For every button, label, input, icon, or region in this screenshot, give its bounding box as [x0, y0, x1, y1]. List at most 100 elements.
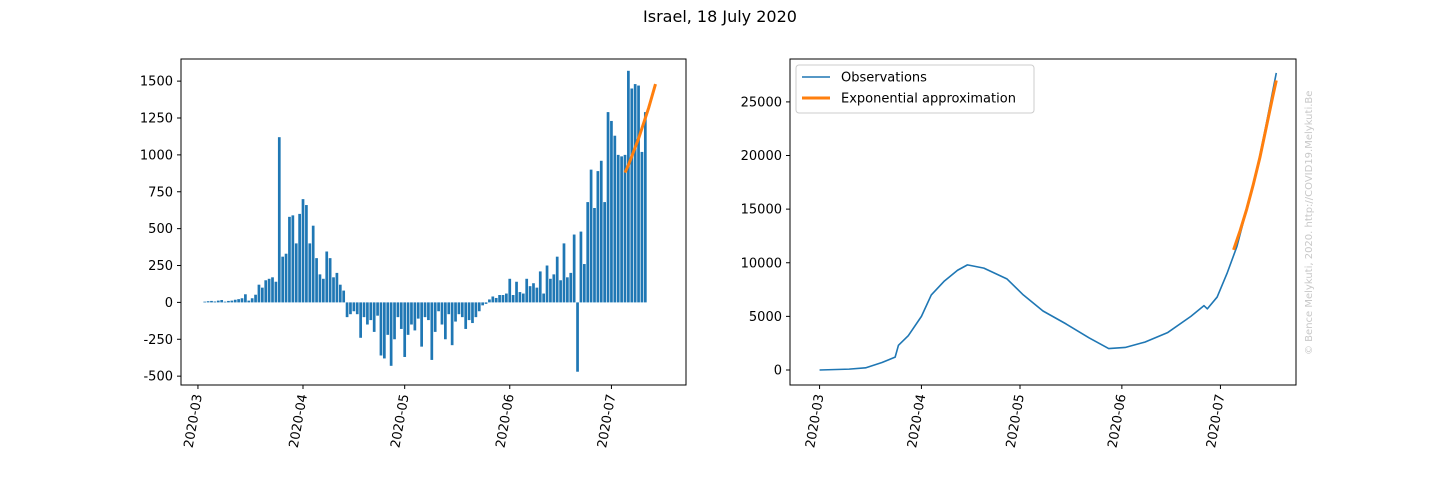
daily-bar: [349, 302, 352, 315]
daily-bar: [277, 137, 281, 303]
daily-bar: [237, 299, 240, 303]
daily-bar: [596, 171, 600, 303]
daily-bar: [593, 207, 596, 303]
daily-bar: [464, 302, 468, 329]
left-y-tick-label: 1500: [140, 75, 173, 90]
daily-bar: [406, 302, 410, 335]
daily-bar: [430, 302, 434, 360]
daily-bar: [640, 151, 644, 303]
daily-bar: [389, 302, 393, 366]
daily-bar: [538, 271, 542, 303]
daily-bar: [474, 302, 478, 318]
daily-bar: [603, 202, 607, 303]
daily-bar: [203, 301, 207, 303]
daily-bar: [491, 296, 495, 303]
daily-bar: [359, 302, 362, 338]
daily-bar: [576, 302, 579, 372]
daily-bar: [467, 302, 471, 321]
daily-bar: [481, 302, 484, 306]
right-x-tick-label: 2020-06: [1106, 393, 1130, 449]
left-x-tick-label: 2020-05: [388, 393, 412, 449]
daily-bar: [345, 302, 349, 318]
daily-bar: [362, 302, 366, 318]
daily-bar: [582, 264, 586, 303]
daily-bar: [308, 243, 312, 303]
right-x-tick-label: 2020-05: [1004, 393, 1028, 449]
daily-bar: [260, 287, 264, 303]
daily-bar: [633, 84, 637, 303]
daily-bar: [386, 302, 390, 335]
right-x-tick-label: 2020-03: [803, 393, 827, 449]
watermark-text: © Bence Melykuti, 2020. http://COVID19.M…: [1304, 91, 1315, 355]
left-y-tick-label: 0: [165, 296, 173, 311]
daily-bar: [288, 216, 291, 303]
daily-bar: [508, 278, 512, 303]
daily-bar: [477, 302, 481, 312]
daily-bar: [264, 280, 268, 303]
legend: Observations Exponential approximation: [795, 64, 1035, 114]
daily-bar: [420, 302, 423, 347]
daily-bar: [328, 258, 332, 303]
daily-bar: [623, 154, 627, 303]
daily-bar: [569, 272, 573, 303]
right-x-tick-label: 2020-07: [1204, 393, 1228, 449]
daily-bar: [267, 278, 271, 303]
right-cumulative-chart: 0 5000 10000 15000 20000 25000 2020-03 2020-04 2…: [741, 58, 1297, 449]
daily-bar: [589, 169, 593, 303]
daily-bar: [437, 302, 440, 312]
daily-bar: [460, 302, 464, 318]
daily-bar: [311, 225, 315, 303]
daily-bar: [244, 294, 247, 303]
daily-bar: [549, 278, 552, 303]
daily-bar: [206, 301, 210, 303]
daily-bar: [521, 293, 525, 303]
daily-bar: [505, 293, 508, 303]
daily-bar: [305, 205, 308, 303]
daily-bar: [369, 302, 373, 321]
daily-bar: [223, 301, 227, 303]
daily-bar: [620, 156, 623, 303]
legend-label: Observations: [841, 71, 927, 86]
daily-bar: [616, 154, 620, 303]
daily-bar: [325, 251, 329, 303]
observations-line: [819, 72, 1278, 371]
daily-bar: [579, 231, 583, 303]
daily-bar: [227, 300, 230, 303]
daily-bar: [216, 300, 220, 303]
daily-bar: [630, 88, 634, 303]
daily-bar: [610, 120, 613, 303]
daily-bar: [210, 300, 213, 303]
right-x-tick-label: 2020-04: [905, 393, 929, 449]
daily-bar: [637, 85, 640, 303]
right-y-tick-label: 20000: [741, 149, 782, 164]
daily-bar: [250, 298, 254, 303]
left-x-tick-label: 2020-03: [182, 393, 206, 449]
daily-bar: [247, 300, 251, 303]
daily-bar: [528, 286, 532, 303]
left-y-tick-label: -250: [143, 333, 173, 348]
daily-bar: [501, 295, 505, 303]
daily-bar: [566, 277, 569, 303]
daily-bar: [403, 302, 407, 357]
daily-bar: [254, 294, 257, 303]
daily-bar: [447, 302, 451, 315]
daily-bar: [321, 278, 325, 303]
daily-bar: [450, 302, 454, 346]
right-y-tick-label: 0: [774, 363, 782, 378]
daily-bar: [440, 302, 444, 325]
left-y-tick-label: -500: [143, 370, 173, 385]
daily-bar: [413, 302, 417, 331]
daily-bar: [454, 302, 457, 322]
daily-bar: [396, 302, 400, 318]
left-y-tick-label: 500: [148, 222, 173, 237]
daily-bar: [318, 274, 322, 303]
daily-bar: [545, 265, 549, 303]
right-y-tick-label: 15000: [741, 203, 782, 218]
left-x-tick-label: 2020-04: [287, 393, 311, 449]
exponential-approximation-line: [1232, 80, 1278, 251]
daily-bar: [352, 302, 356, 312]
daily-bar: [416, 302, 420, 319]
left-axes-frame: [180, 58, 687, 386]
daily-bar: [230, 300, 234, 303]
daily-bar: [444, 302, 447, 340]
